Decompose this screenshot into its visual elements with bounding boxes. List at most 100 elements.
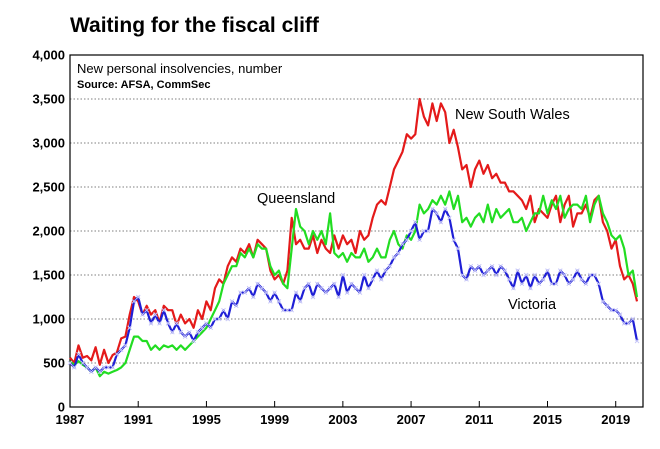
victoria-point xyxy=(165,321,171,326)
victoria-point xyxy=(421,228,427,234)
victoria-point xyxy=(123,343,128,348)
victoria-point xyxy=(562,272,567,278)
victoria-point xyxy=(532,272,538,278)
series-line-queensland xyxy=(69,190,639,378)
victoria-point xyxy=(336,294,341,300)
victoria-point xyxy=(442,206,448,212)
victoria-point xyxy=(574,268,580,273)
victoria-point xyxy=(174,321,179,326)
victoria-point xyxy=(459,272,465,278)
series-layer xyxy=(67,97,640,378)
y-tick-label: 3,500 xyxy=(32,92,65,107)
victoria-point xyxy=(297,299,303,304)
series-label-new-south-wales: New South Wales xyxy=(455,107,570,123)
victoria-point xyxy=(110,365,115,370)
victoria-point xyxy=(93,365,98,370)
x-tick-label: 2007 xyxy=(397,412,426,427)
victoria-point xyxy=(634,338,640,344)
y-tick-label: 4,000 xyxy=(32,48,65,63)
victoria-point xyxy=(199,325,205,331)
series-label-queensland: Queensland xyxy=(257,191,335,207)
victoria-point xyxy=(626,321,631,326)
victoria-point xyxy=(374,268,380,273)
victoria-point xyxy=(101,365,107,370)
y-tick-label: 2,000 xyxy=(32,224,65,239)
victoria-point xyxy=(152,312,158,317)
victoria-point xyxy=(366,285,371,291)
victoria-point xyxy=(263,290,269,295)
victoria-point xyxy=(246,285,252,291)
victoria-point xyxy=(570,277,576,282)
victoria-point xyxy=(506,277,512,282)
y-tick-label: 0 xyxy=(58,400,65,415)
victoria-point xyxy=(84,365,90,370)
victoria-point xyxy=(566,281,572,287)
victoria-point xyxy=(144,307,150,313)
series-line-new-south-wales xyxy=(69,97,639,366)
victoria-point xyxy=(592,272,597,278)
victoria-point xyxy=(191,338,196,344)
victoria-point xyxy=(528,285,533,291)
victoria-point xyxy=(485,268,491,273)
victoria-point xyxy=(523,272,529,278)
victoria-point xyxy=(131,299,137,304)
victoria-point xyxy=(161,307,167,313)
victoria-point xyxy=(268,299,273,304)
victoria-point xyxy=(259,285,265,291)
grid-layer xyxy=(70,98,643,364)
victoria-point xyxy=(472,268,478,273)
victoria-point xyxy=(106,365,111,370)
victoria-point xyxy=(204,321,209,326)
victoria-point xyxy=(302,285,307,291)
victoria-point xyxy=(280,307,286,313)
y-tick-label: 1,500 xyxy=(32,268,65,283)
victoria-point xyxy=(502,268,508,273)
victoria-point xyxy=(430,206,435,212)
victoria-point xyxy=(519,281,525,287)
victoria-point xyxy=(476,263,482,269)
x-tick-label: 2019 xyxy=(601,412,630,427)
victoria-point xyxy=(468,263,474,269)
victoria-point xyxy=(67,360,73,366)
victoria-point xyxy=(515,268,521,273)
victoria-point xyxy=(604,303,610,309)
victoria-point xyxy=(383,268,388,273)
victoria-point xyxy=(323,290,329,295)
x-tick-label: 2003 xyxy=(328,412,357,427)
victoria-point xyxy=(404,237,410,243)
victoria-point xyxy=(127,325,133,331)
y-tick-label: 1,000 xyxy=(32,312,65,327)
chart-source: Source: AFSA, CommSec xyxy=(77,79,210,91)
victoria-point xyxy=(557,268,563,273)
victoria-point xyxy=(536,281,542,287)
victoria-point xyxy=(135,294,141,300)
victoria-point xyxy=(378,277,384,282)
victoria-point xyxy=(293,290,299,295)
victoria-point xyxy=(498,263,503,269)
victoria-point xyxy=(344,290,350,295)
victoria-point xyxy=(579,277,584,282)
victoria-point xyxy=(319,285,324,291)
x-tick-label: 2011 xyxy=(465,412,493,427)
victoria-point xyxy=(178,329,184,335)
victoria-point xyxy=(549,281,555,287)
tick-layer: 0 500 1,000 1,500 2,000 2,500 3,000 3,500 4,000 1… xyxy=(32,48,630,428)
y-tick-label: 2,500 xyxy=(32,180,65,195)
series-label-victoria: Victoria xyxy=(508,297,557,313)
x-tick-label: 1995 xyxy=(192,412,221,427)
victoria-point xyxy=(212,316,218,322)
victoria-point xyxy=(114,351,120,357)
victoria-point xyxy=(600,299,606,304)
victoria-point xyxy=(553,281,559,287)
victoria-point xyxy=(617,312,623,317)
victoria-point xyxy=(242,290,248,295)
victoria-point xyxy=(195,329,201,335)
victoria-point xyxy=(395,250,401,256)
victoria-point xyxy=(609,307,614,313)
victoria-point xyxy=(306,281,312,287)
victoria-point xyxy=(76,351,81,357)
victoria-point xyxy=(493,272,499,278)
victoria-point xyxy=(187,329,192,335)
plot-frame xyxy=(69,54,644,408)
victoria-point xyxy=(229,299,235,304)
